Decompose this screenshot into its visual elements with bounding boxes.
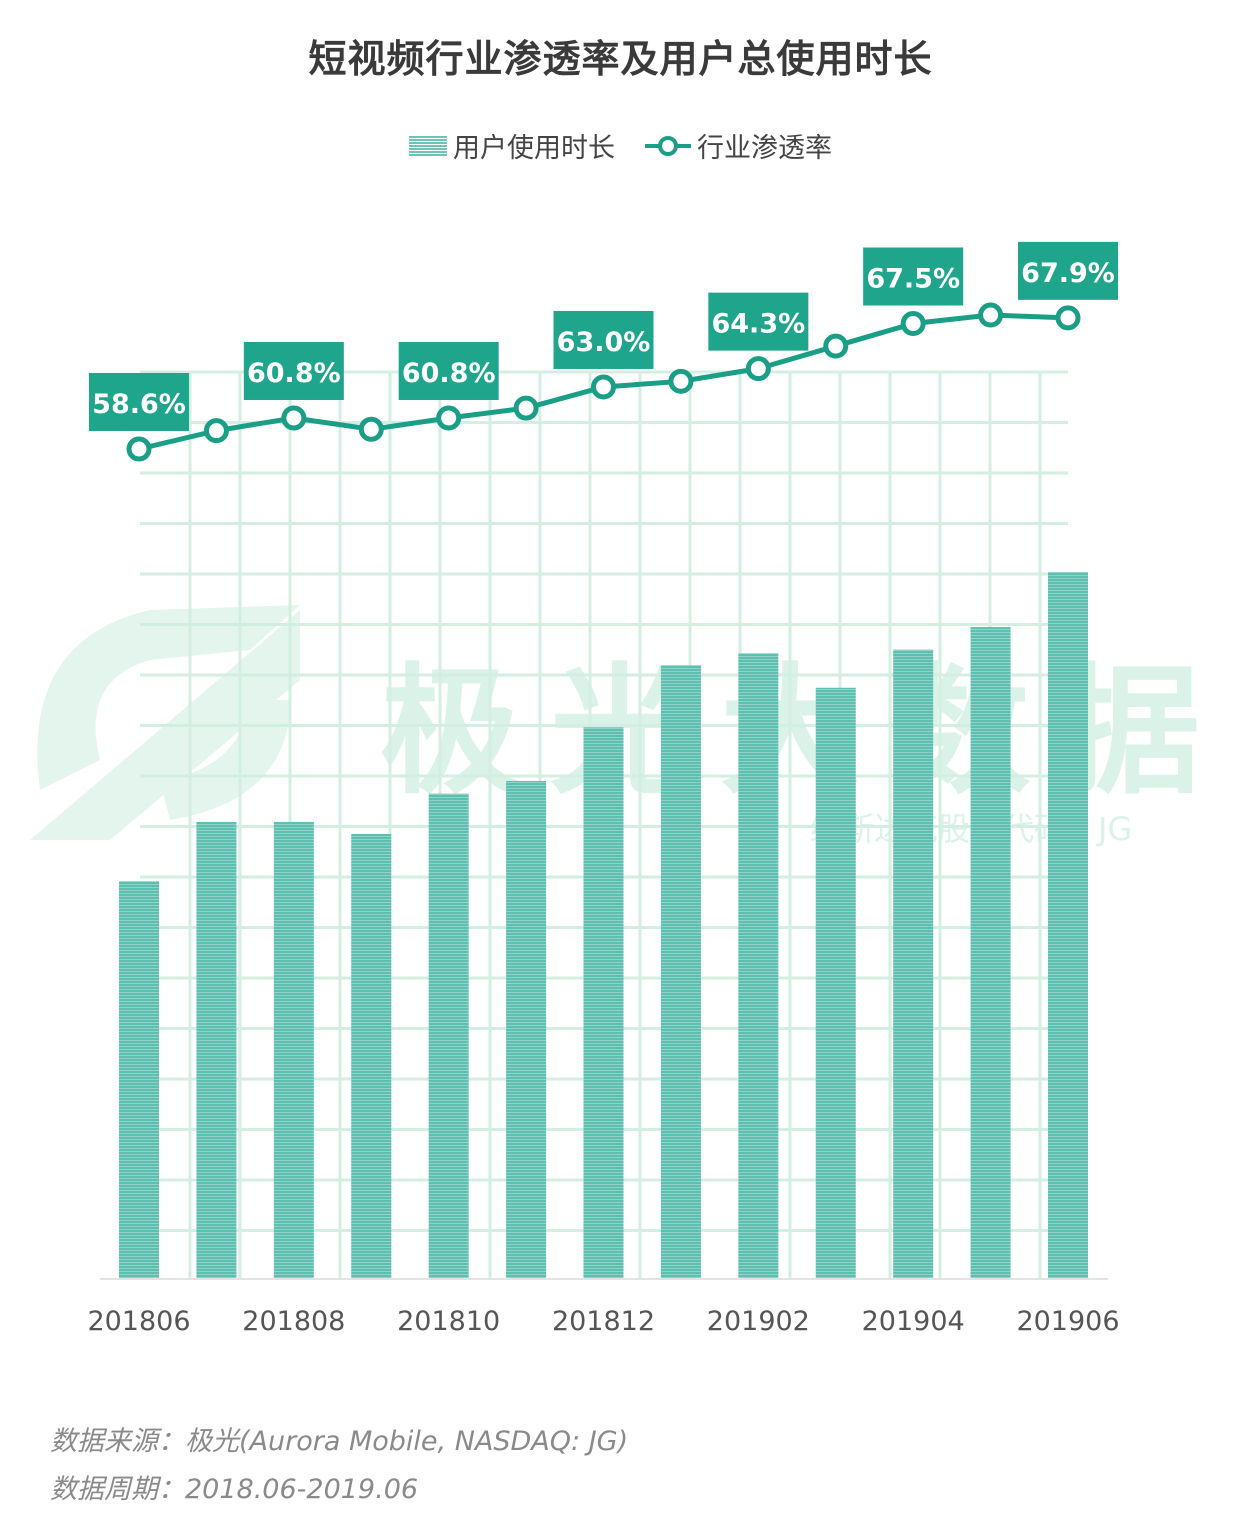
- bar-201806: [119, 881, 159, 1278]
- data-label-box-201902: [708, 292, 809, 351]
- x-tick-201808: 201808: [242, 1306, 345, 1337]
- data-label-box-201904: [863, 247, 964, 306]
- bar-201811: [506, 780, 547, 1278]
- point-201904: [900, 311, 926, 337]
- watermark-logo-icon: [30, 605, 300, 840]
- x-tick-201810: 201810: [397, 1306, 500, 1337]
- line-series: [126, 302, 1081, 462]
- bar-201901: [660, 665, 701, 1278]
- point-201903: [823, 333, 849, 359]
- footer: 数据来源：极光(Aurora Mobile, NASDAQ: JG) 数据周期：…: [50, 1418, 628, 1514]
- bar-201808: [273, 821, 314, 1278]
- period-note: 数据周期：2018.06-2019.06: [50, 1474, 419, 1505]
- point-201809: [358, 416, 384, 442]
- data-label-box-201906: [1018, 241, 1118, 300]
- point-201811: [513, 395, 539, 421]
- x-tick-201902: 201902: [707, 1306, 810, 1337]
- data-label-201902: 64.3%: [711, 309, 805, 340]
- data-label-box-201806: [89, 373, 189, 431]
- data-label-box-201812: [553, 310, 654, 369]
- point-201808: [281, 405, 307, 431]
- legend-label-line: 行业渗透率: [697, 133, 832, 164]
- data-label-201806: 58.6%: [92, 389, 186, 420]
- bar-201902: [738, 653, 779, 1278]
- x-tick-labels: 201806 201808 201810 201812 201902 201904 2019…: [87, 1306, 1119, 1337]
- line-marker-icon: [645, 135, 691, 156]
- data-label-box-201810: [398, 341, 499, 400]
- chart-area: 极光大数据 纳斯达克股票代码：JG 2018062018082018102018…: [30, 241, 1200, 1337]
- point-201806: [126, 436, 152, 462]
- x-tick-201806: 201806: [87, 1306, 190, 1337]
- bars: [119, 572, 1088, 1278]
- bar-201810: [428, 793, 469, 1278]
- x-tick-201906: 201906: [1016, 1306, 1119, 1337]
- x-tick-201812: 201812: [552, 1306, 655, 1337]
- bar-201809: [351, 833, 392, 1278]
- point-201901: [668, 368, 694, 394]
- point-201812: [591, 374, 616, 400]
- legend-label-bar: 用户使用时长: [453, 133, 615, 164]
- data-label-201906: 67.9%: [1021, 258, 1115, 289]
- point-201906: [1055, 305, 1081, 331]
- bar-201904: [893, 649, 934, 1278]
- data-label-201904: 67.5%: [866, 264, 960, 295]
- point-201902: [745, 356, 771, 382]
- point-201807: [203, 418, 229, 444]
- bar-swatch-icon: [409, 135, 447, 156]
- source-note: 数据来源：极光(Aurora Mobile, NASDAQ: JG): [50, 1426, 629, 1457]
- data-label-box-201808: [243, 341, 344, 400]
- bar-201906: [1048, 572, 1088, 1278]
- data-labels: 58.6% 60.8% 60.8% 63.0% 64.3% 67.5% 67.9%: [89, 241, 1118, 431]
- data-label-201810: 60.8%: [402, 358, 496, 389]
- data-label-201812: 63.0%: [557, 327, 651, 358]
- legend: 用户使用时长 行业渗透率: [0, 126, 1241, 165]
- legend-item-bar: 用户使用时长: [409, 126, 615, 165]
- bar-201905: [970, 627, 1011, 1278]
- bar-201903: [815, 687, 856, 1278]
- chart-title: 短视频行业渗透率及用户总使用时长: [308, 37, 933, 81]
- x-tick-201904: 201904: [862, 1306, 965, 1337]
- point-201810: [436, 405, 462, 431]
- legend-item-line: 行业渗透率: [645, 126, 832, 165]
- data-label-201808: 60.8%: [247, 358, 341, 389]
- bar-201812: [583, 727, 624, 1278]
- point-201905: [978, 302, 1004, 328]
- bar-201807: [196, 821, 237, 1278]
